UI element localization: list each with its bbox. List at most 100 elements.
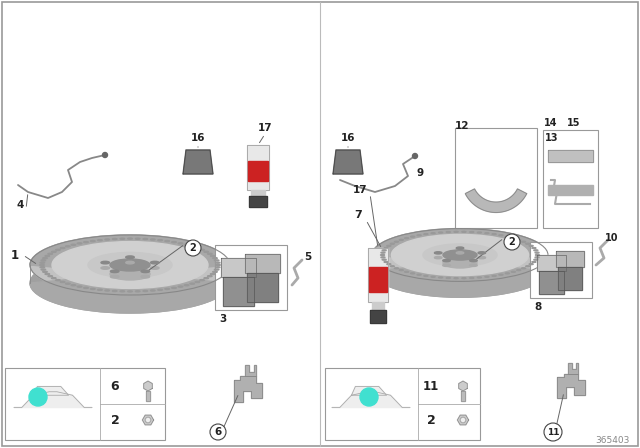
Ellipse shape: [110, 268, 150, 280]
Ellipse shape: [499, 235, 503, 236]
Ellipse shape: [48, 253, 52, 254]
Ellipse shape: [52, 241, 208, 289]
Ellipse shape: [178, 243, 183, 244]
Ellipse shape: [111, 276, 119, 278]
Ellipse shape: [470, 232, 474, 233]
Circle shape: [102, 152, 108, 158]
Ellipse shape: [111, 270, 119, 272]
Ellipse shape: [125, 261, 134, 264]
Ellipse shape: [211, 273, 215, 275]
Ellipse shape: [136, 291, 140, 292]
Ellipse shape: [105, 239, 109, 240]
Ellipse shape: [431, 276, 435, 277]
Ellipse shape: [105, 290, 109, 291]
Ellipse shape: [404, 238, 408, 239]
Ellipse shape: [214, 269, 219, 270]
Text: 6: 6: [111, 379, 119, 392]
Text: 11: 11: [547, 427, 559, 436]
Ellipse shape: [516, 239, 521, 240]
Ellipse shape: [88, 252, 172, 278]
Ellipse shape: [207, 253, 212, 254]
Polygon shape: [458, 415, 468, 425]
Polygon shape: [143, 415, 154, 425]
Ellipse shape: [446, 232, 451, 233]
Ellipse shape: [207, 276, 212, 277]
Ellipse shape: [204, 278, 209, 279]
Ellipse shape: [40, 267, 45, 268]
Ellipse shape: [56, 280, 60, 281]
Ellipse shape: [525, 266, 530, 267]
Ellipse shape: [382, 259, 386, 260]
Ellipse shape: [40, 264, 44, 266]
Ellipse shape: [150, 239, 155, 240]
Ellipse shape: [411, 273, 415, 274]
Polygon shape: [245, 365, 256, 376]
Ellipse shape: [41, 269, 45, 270]
Ellipse shape: [45, 273, 49, 275]
Ellipse shape: [435, 257, 442, 259]
Ellipse shape: [216, 262, 220, 263]
Ellipse shape: [172, 287, 176, 289]
Ellipse shape: [184, 284, 189, 286]
Ellipse shape: [52, 251, 56, 252]
Ellipse shape: [98, 289, 102, 290]
Ellipse shape: [382, 250, 386, 251]
Polygon shape: [351, 387, 387, 395]
Ellipse shape: [71, 244, 76, 246]
Circle shape: [145, 418, 150, 422]
FancyBboxPatch shape: [325, 368, 480, 440]
Ellipse shape: [216, 267, 220, 268]
Ellipse shape: [443, 264, 451, 267]
Ellipse shape: [506, 273, 509, 274]
Ellipse shape: [424, 234, 428, 235]
Ellipse shape: [443, 259, 451, 262]
Text: 2: 2: [189, 243, 196, 253]
Ellipse shape: [499, 274, 503, 275]
Circle shape: [504, 234, 520, 250]
Text: 4: 4: [16, 200, 24, 210]
Polygon shape: [568, 363, 579, 374]
Ellipse shape: [431, 233, 435, 234]
Ellipse shape: [384, 262, 388, 263]
Polygon shape: [14, 392, 92, 408]
Ellipse shape: [150, 261, 159, 264]
Ellipse shape: [511, 238, 515, 239]
Ellipse shape: [125, 256, 134, 258]
Ellipse shape: [535, 252, 539, 253]
Polygon shape: [459, 381, 467, 391]
Ellipse shape: [113, 290, 117, 292]
Polygon shape: [558, 267, 582, 290]
Ellipse shape: [423, 244, 497, 266]
Text: 17: 17: [353, 185, 367, 195]
Text: 1: 1: [11, 249, 19, 262]
Ellipse shape: [150, 267, 159, 269]
Text: 2: 2: [509, 237, 515, 247]
Ellipse shape: [532, 262, 536, 263]
Ellipse shape: [184, 244, 189, 246]
Ellipse shape: [214, 260, 219, 261]
Ellipse shape: [532, 248, 536, 249]
Ellipse shape: [65, 283, 70, 284]
Ellipse shape: [178, 286, 183, 287]
Ellipse shape: [52, 278, 56, 279]
Ellipse shape: [462, 278, 466, 279]
Ellipse shape: [390, 243, 394, 244]
Ellipse shape: [212, 271, 217, 272]
Polygon shape: [244, 254, 280, 273]
Ellipse shape: [128, 291, 132, 292]
Ellipse shape: [470, 259, 477, 262]
Polygon shape: [248, 160, 268, 181]
Ellipse shape: [529, 264, 533, 265]
Polygon shape: [556, 251, 584, 267]
Text: 10: 10: [605, 233, 619, 243]
Polygon shape: [234, 376, 262, 401]
Ellipse shape: [417, 235, 421, 236]
Text: 2: 2: [111, 414, 120, 426]
Polygon shape: [223, 277, 254, 306]
Polygon shape: [147, 391, 150, 401]
Circle shape: [210, 424, 226, 440]
Text: 7: 7: [354, 210, 362, 220]
Ellipse shape: [101, 267, 109, 269]
Text: 5: 5: [305, 252, 312, 262]
Ellipse shape: [456, 247, 464, 249]
